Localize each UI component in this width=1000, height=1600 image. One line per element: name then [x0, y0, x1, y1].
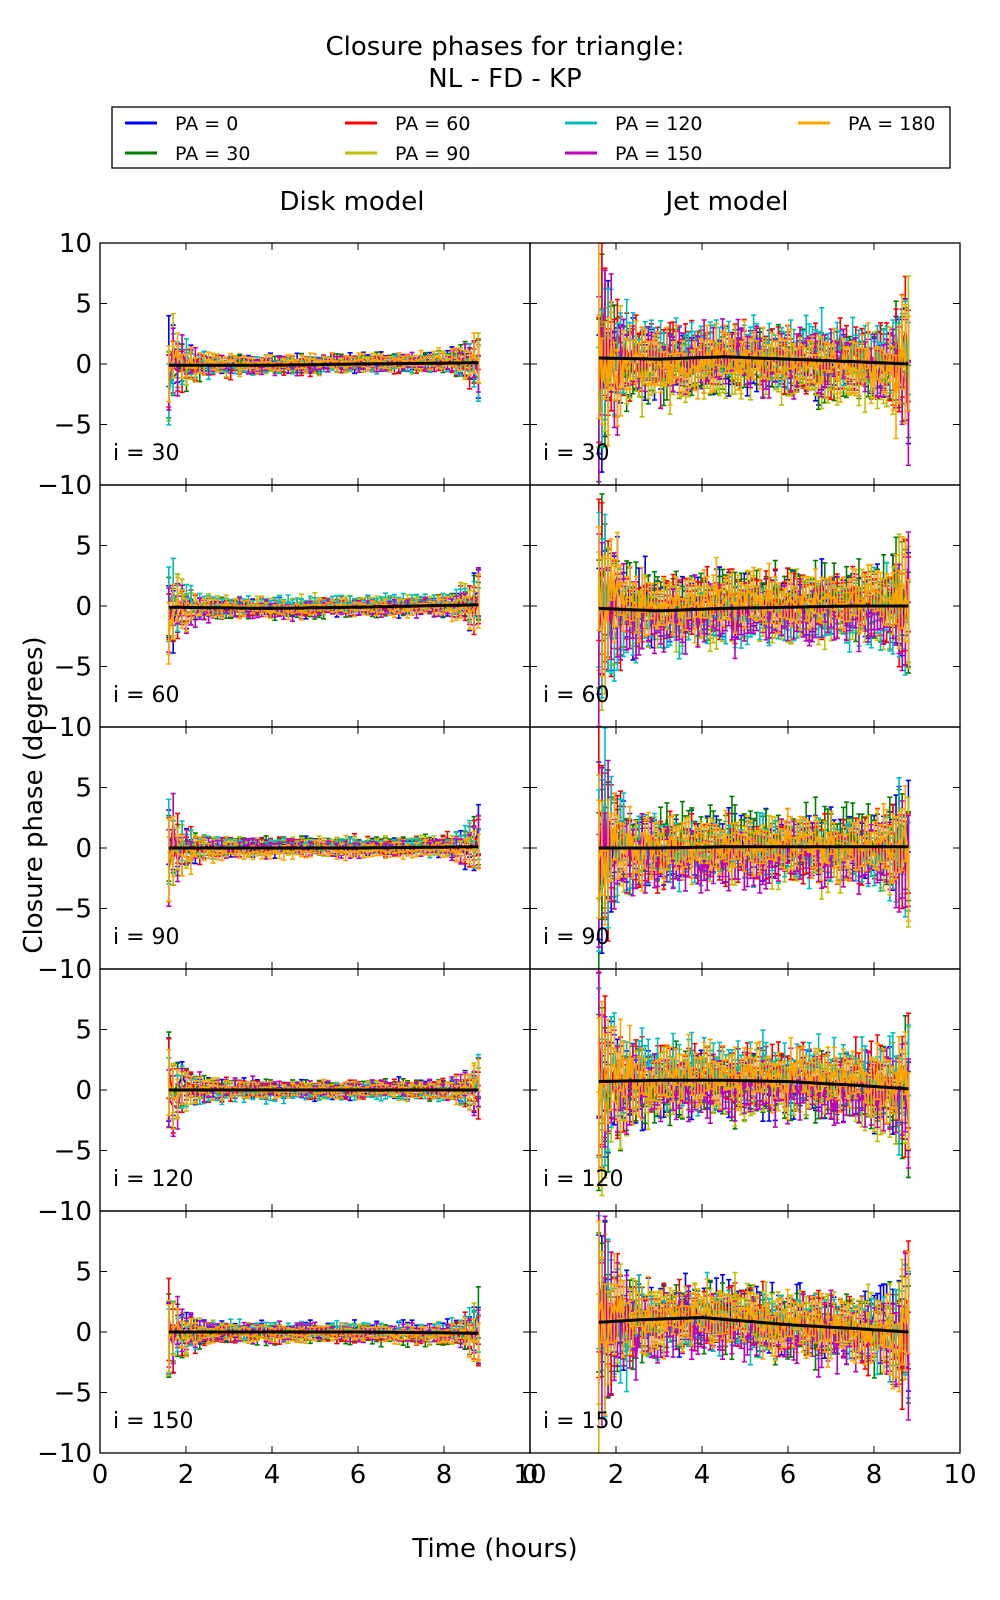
x-tick-label: 0: [92, 1460, 109, 1490]
series-pa=180: [166, 815, 481, 903]
x-tick-label: 0: [522, 1460, 539, 1490]
x-tick-label: 2: [178, 1460, 195, 1490]
panel-jet-60: i = 60: [529, 484, 961, 728]
y-tick-label: −10: [37, 955, 92, 985]
x-tick-label: 2: [608, 1460, 625, 1490]
legend-label: PA = 180: [848, 113, 936, 135]
y-tick-label: 0: [75, 1076, 92, 1106]
panel-disk-30: −10 −5 0 5 10 i = 30: [37, 229, 531, 501]
y-tick-label: −10: [37, 1197, 92, 1227]
y-tick-label: 5: [75, 1016, 92, 1046]
x-tick-label: 4: [264, 1460, 281, 1490]
x-tick-label: 6: [780, 1460, 797, 1490]
x-axis-label: Time (hours): [411, 1534, 577, 1564]
x-tick-label: 8: [866, 1460, 883, 1490]
y-tick-label: −5: [54, 1137, 92, 1167]
series-pa=180: [166, 1302, 481, 1373]
y-tick-label: −10: [37, 471, 92, 501]
x-tick-label: 10: [513, 1460, 546, 1490]
panel-jet-120: i = 120: [529, 968, 961, 1212]
model-line: [598, 604, 909, 613]
inclination-label: i = 120: [543, 1167, 624, 1192]
inclination-label: i = 60: [543, 683, 610, 708]
y-tick-label: −10: [37, 1439, 92, 1469]
y-axis-label: Closure phase (degrees): [19, 636, 49, 953]
series-line: [597, 569, 910, 629]
legend-label: PA = 0: [175, 113, 238, 135]
column-title-jet: Jet model: [663, 187, 788, 217]
y-tick-label: 0: [75, 350, 92, 380]
model-line: [168, 603, 479, 610]
inclination-label: i = 30: [543, 441, 610, 466]
model-line: [168, 1330, 479, 1335]
y-tick-label: 10: [59, 229, 92, 259]
model-line: [168, 361, 479, 367]
column-title-disk: Disk model: [279, 187, 424, 217]
model-line: [598, 1315, 909, 1334]
panel-disk-60: −10 −5 0 5 i = 60: [37, 484, 531, 743]
y-tick-label: −10: [37, 713, 92, 743]
panels-grid: −10 −5 0 5 10 i = 30 i = 30 −10 −5 0 5 i = 60 i = 60…: [37, 229, 976, 1490]
inclination-label: i = 120: [113, 1167, 194, 1192]
y-tick-label: 5: [75, 1258, 92, 1288]
series-pa=180: [166, 573, 481, 665]
figure-title-line-2: NL - FD - KP: [428, 64, 581, 94]
panel-disk-120: −10 −5 0 5 i = 120: [37, 968, 531, 1227]
series-error-bars: [166, 333, 481, 426]
y-tick-label: 0: [75, 1318, 92, 1348]
panel-jet-150: 0 2 4 6 8 10 i = 150: [522, 1210, 977, 1490]
series-line: [597, 323, 909, 398]
model-line: [598, 355, 909, 366]
inclination-label: i = 60: [113, 683, 180, 708]
inclination-label: i = 90: [113, 925, 180, 950]
y-tick-label: −5: [54, 895, 92, 925]
inclination-label: i = 150: [113, 1409, 194, 1434]
series-error-bars: [166, 1302, 481, 1373]
x-tick-label: 4: [694, 1460, 711, 1490]
series-line: [167, 596, 480, 634]
series-line: [597, 1051, 910, 1111]
legend-label: PA = 150: [615, 143, 703, 165]
legend: PA = 0 PA = 30 PA = 60 PA = 90 PA = 120 PA = …: [111, 106, 951, 169]
y-tick-label: −5: [54, 411, 92, 441]
legend-label: PA = 120: [615, 113, 703, 135]
y-tick-label: 0: [75, 834, 92, 864]
y-tick-label: 5: [75, 774, 92, 804]
y-tick-label: 5: [75, 532, 92, 562]
inclination-label: i = 90: [543, 925, 610, 950]
y-tick-label: 5: [75, 290, 92, 320]
inclination-label: i = 30: [113, 441, 180, 466]
inclination-label: i = 150: [543, 1409, 624, 1434]
legend-label: PA = 60: [395, 113, 470, 135]
series-line: [167, 345, 480, 375]
series-pa=180: [596, 526, 911, 695]
series-line: [167, 1321, 479, 1344]
y-tick-label: 0: [75, 592, 92, 622]
x-tick-label: 10: [943, 1460, 976, 1490]
legend-label: PA = 30: [175, 143, 250, 165]
y-tick-label: −5: [54, 653, 92, 683]
y-tick-label: −5: [54, 1379, 92, 1409]
model-line: [168, 845, 479, 850]
panel-jet-30: i = 30: [529, 242, 961, 486]
figure-title-line-1: Closure phases for triangle:: [326, 32, 685, 62]
series-pa=120: [166, 333, 481, 426]
x-tick-label: 8: [436, 1460, 453, 1490]
series-pa=180: [596, 1000, 911, 1187]
series-error-bars: [166, 815, 481, 903]
series-pa=180: [596, 243, 911, 447]
panel-disk-90: −10 −5 0 5 i = 90: [37, 726, 531, 985]
panel-disk-150: −10 −5 0 5 0 2 4 6 8 10 i = 150: [37, 1210, 547, 1490]
model-line: [598, 845, 909, 850]
legend-frame: [111, 106, 951, 169]
x-tick-label: 6: [350, 1460, 367, 1490]
model-line: [598, 1078, 909, 1091]
panel-jet-90: i = 90: [529, 726, 961, 970]
legend-label: PA = 90: [395, 143, 470, 165]
